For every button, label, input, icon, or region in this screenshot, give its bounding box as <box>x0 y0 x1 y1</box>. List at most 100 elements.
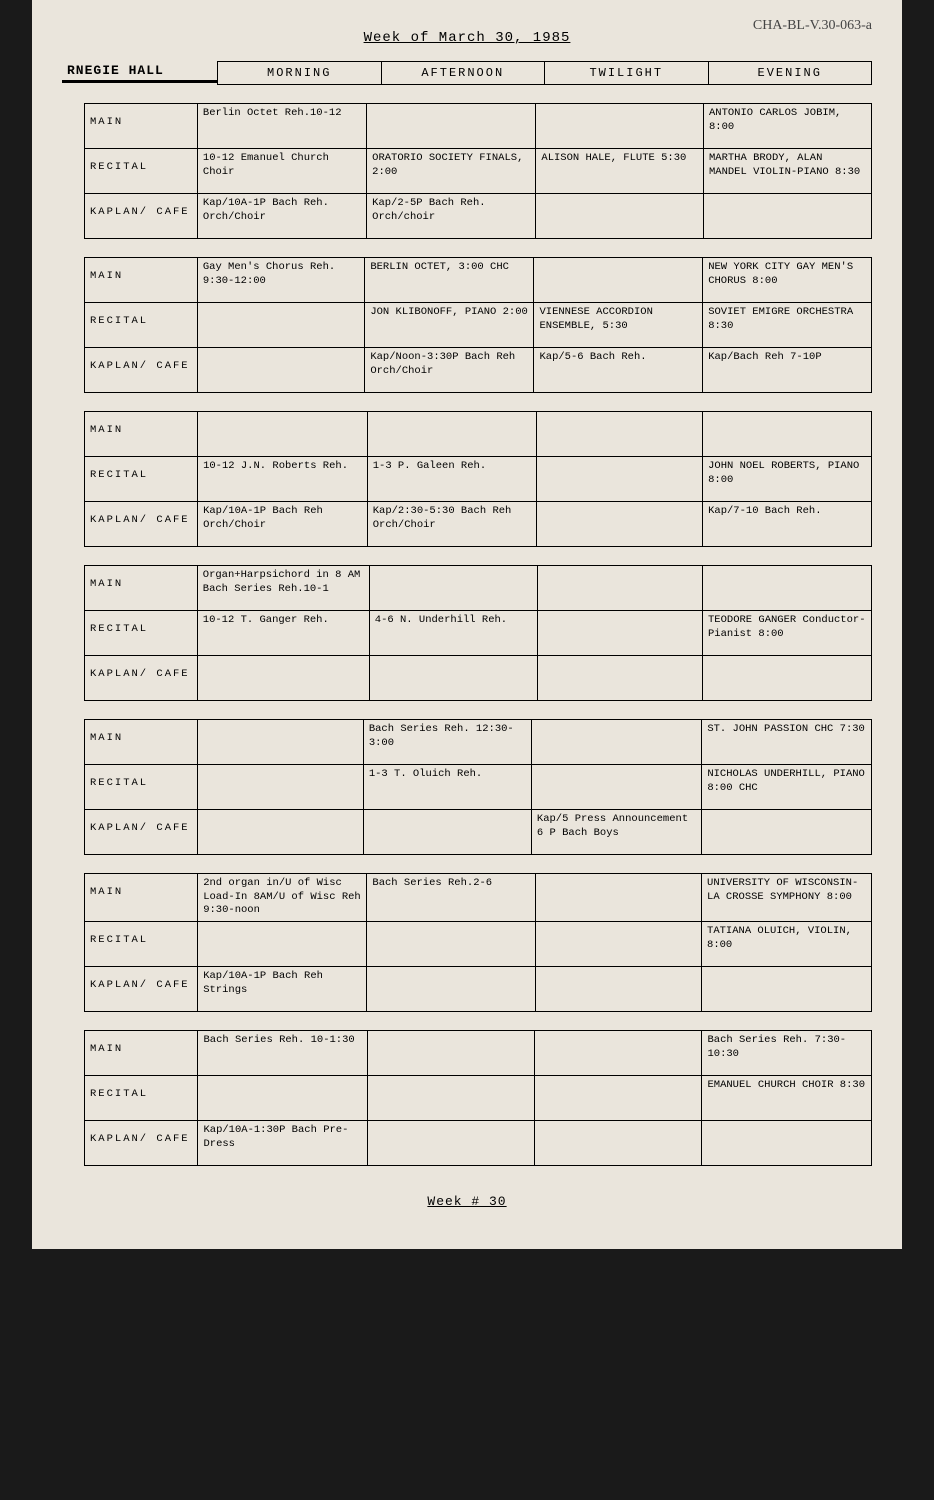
day-table: MAINGay Men's Chorus Reh. 9:30-12:00BERL… <box>84 257 872 393</box>
table-row: RECITALEMANUEL CHURCH CHOIR 8:30 <box>85 1075 872 1120</box>
col-evening: EVENING <box>709 62 872 84</box>
schedule-cell <box>198 720 364 765</box>
schedule-cell: BERLIN OCTET, 3:00 CHC <box>365 258 534 303</box>
table-row: KAPLAN/ CAFEKap/10A-1:30P Bach Pre-Dress <box>85 1120 872 1165</box>
schedule-cell <box>367 104 536 149</box>
schedule-cell: Berlin Octet Reh.10-12 <box>197 104 366 149</box>
day-block: MAINBach Series Reh. 12:30-3:00ST. JOHN … <box>62 719 872 855</box>
schedule-cell: SOVIET EMIGRE ORCHESTRA 8:30 <box>703 303 872 348</box>
schedule-cell <box>531 765 701 810</box>
venue-label: KAPLAN/ CAFE <box>85 810 198 855</box>
handwritten-note: CHA-BL-V.30-063-a <box>753 18 872 34</box>
schedule-cell: Bach Series Reh.2-6 <box>367 874 535 922</box>
venue-label: MAIN <box>85 566 198 611</box>
schedule-cell: Bach Series Reh. 12:30-3:00 <box>363 720 531 765</box>
schedule-cell <box>535 874 701 922</box>
schedule-cell <box>363 810 531 855</box>
venue-label: KAPLAN/ CAFE <box>85 348 198 393</box>
venue-label: MAIN <box>85 104 198 149</box>
schedule-cell: Bach Series Reh. 10-1:30 <box>198 1030 368 1075</box>
schedule-cell <box>198 412 368 457</box>
schedule-cell <box>198 1075 368 1120</box>
schedule-cell: ANTONIO CARLOS JOBIM, 8:00 <box>703 104 871 149</box>
schedule-cell: EMANUEL CHURCH CHOIR 8:30 <box>702 1075 872 1120</box>
schedule-cell: 10-12 J.N. Roberts Reh. <box>198 457 368 502</box>
schedule-cell: 10-12 T. Ganger Reh. <box>197 611 369 656</box>
schedule-cell: Kap/10A-1P Bach Reh Strings <box>198 966 367 1011</box>
venue-label: MAIN <box>85 1030 198 1075</box>
col-morning: MORNING <box>218 62 382 84</box>
schedule-cell: UNIVERSITY OF WISCONSIN-LA CROSSE SYMPHO… <box>702 874 872 922</box>
schedule-cell: Kap/10A-1P Bach Reh Orch/Choir <box>198 502 368 547</box>
schedule-cell <box>535 966 701 1011</box>
table-row: MAIN2nd organ in/U of Wisc Load-In 8AM/U… <box>85 874 872 922</box>
schedule-cell: 10-12 Emanuel Church Choir <box>197 149 366 194</box>
schedule-cell: 2nd organ in/U of Wisc Load-In 8AM/U of … <box>198 874 367 922</box>
table-row: RECITAL10-12 T. Ganger Reh.4-6 N. Underh… <box>85 611 872 656</box>
schedule-cell <box>197 303 364 348</box>
schedule-cell <box>702 810 872 855</box>
day-block: MAINGay Men's Chorus Reh. 9:30-12:00BERL… <box>62 257 872 393</box>
header-row: RNEGIE HALL MORNING AFTERNOON TWILIGHT E… <box>62 61 872 85</box>
schedule-cell <box>535 1120 702 1165</box>
schedule-cell: ORATORIO SOCIETY FINALS, 2:00 <box>367 149 536 194</box>
schedule-cell: 4-6 N. Underhill Reh. <box>369 611 538 656</box>
day-block: MAINBach Series Reh. 10-1:30Bach Series … <box>62 1030 872 1166</box>
day-block: MAINRECITAL10-12 J.N. Roberts Reh.1-3 P.… <box>62 411 872 547</box>
table-row: MAINBerlin Octet Reh.10-12 ANTONIO CARLOS… <box>85 104 872 149</box>
schedule-cell <box>369 656 538 701</box>
schedule-cell <box>368 1030 535 1075</box>
table-row: MAINBach Series Reh. 12:30-3:00ST. JOHN … <box>85 720 872 765</box>
schedule-cell <box>538 656 703 701</box>
venue-label: MAIN <box>85 412 198 457</box>
day-block: MAINBerlin Octet Reh.10-12 ANTONIO CARLOS… <box>62 103 872 239</box>
venue-label: KAPLAN/ CAFE <box>85 194 198 239</box>
schedule-cell: 1-3 P. Galeen Reh. <box>367 457 537 502</box>
venue-label: RECITAL <box>85 921 198 966</box>
venue-label: KAPLAN/ CAFE <box>85 1120 198 1165</box>
days-container: MAINBerlin Octet Reh.10-12ANTONIO CARLOS… <box>62 103 872 1166</box>
schedule-cell: Kap/Bach Reh 7-10P <box>703 348 872 393</box>
side-label <box>62 873 84 1012</box>
schedule-cell <box>198 921 367 966</box>
table-row: MAINOrgan+Harpsichord in 8 AM Bach Serie… <box>85 566 872 611</box>
schedule-cell <box>537 502 703 547</box>
schedule-cell <box>535 921 701 966</box>
venue-label: MAIN <box>85 720 198 765</box>
document-page: CHA-BL-V.30-063-a Week of March 30, 1985… <box>32 0 902 1249</box>
schedule-cell <box>367 921 535 966</box>
day-block: MAINOrgan+Harpsichord in 8 AM Bach Serie… <box>62 565 872 701</box>
col-twilight: TWILIGHT <box>545 62 709 84</box>
schedule-cell: Kap/5-6 Bach Reh. <box>534 348 703 393</box>
side-label <box>62 719 84 855</box>
venue-label: KAPLAN/ CAFE <box>85 656 198 701</box>
schedule-cell: MARTHA BRODY, ALAN MANDEL VIOLIN-PIANO 8… <box>703 149 871 194</box>
venue-label: RECITAL <box>85 303 198 348</box>
schedule-cell: ALISON HALE, FLUTE 5:30 <box>536 149 704 194</box>
schedule-cell <box>537 412 703 457</box>
schedule-cell <box>534 258 703 303</box>
side-label <box>62 103 84 239</box>
day-table: MAINBach Series Reh. 12:30-3:00ST. JOHN … <box>84 719 872 855</box>
col-afternoon: AFTERNOON <box>382 62 546 84</box>
schedule-cell: Organ+Harpsichord in 8 AM Bach Series Re… <box>197 566 369 611</box>
schedule-cell <box>703 412 872 457</box>
schedule-cell: TEODORE GANGER Conductor-Pianist 8:00 <box>702 611 871 656</box>
schedule-cell: Kap/Noon-3:30P Bach Reh Orch/Choir <box>365 348 534 393</box>
schedule-cell <box>197 348 364 393</box>
schedule-cell <box>367 966 535 1011</box>
day-block: MAIN2nd organ in/U of Wisc Load-In 8AM/U… <box>62 873 872 1012</box>
schedule-cell <box>198 765 364 810</box>
schedule-cell <box>538 611 703 656</box>
schedule-cell: JON KLIBONOFF, PIANO 2:00 <box>365 303 534 348</box>
side-label <box>62 1030 84 1166</box>
table-row: RECITALTATIANA OLUICH, VIOLIN, 8:00 <box>85 921 872 966</box>
schedule-cell <box>702 1120 872 1165</box>
schedule-cell: Kap/10A-1:30P Bach Pre-Dress <box>198 1120 368 1165</box>
side-label <box>62 411 84 547</box>
table-row: KAPLAN/ CAFEKap/10A-1P Bach Reh. Orch/Ch… <box>85 194 872 239</box>
schedule-cell: Kap/7-10 Bach Reh. <box>703 502 872 547</box>
schedule-cell <box>367 412 537 457</box>
side-label <box>62 565 84 701</box>
schedule-cell: Gay Men's Chorus Reh. 9:30-12:00 <box>197 258 364 303</box>
